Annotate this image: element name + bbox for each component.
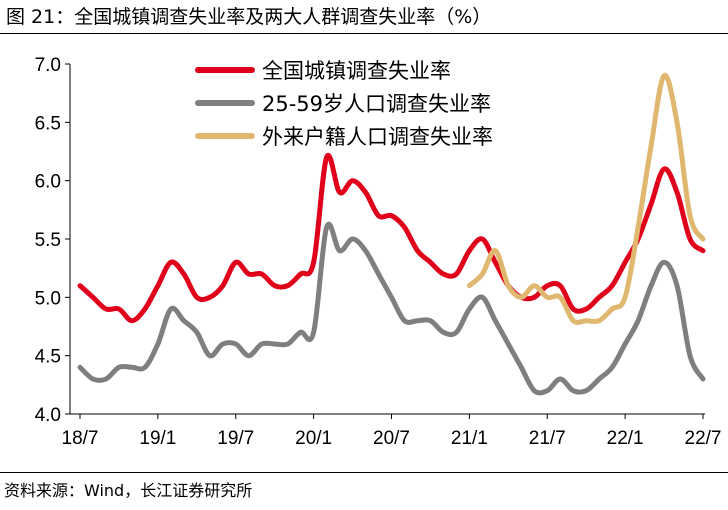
x-tick-label: 21/1: [451, 428, 488, 449]
series-line-age-25-59: [77, 221, 706, 396]
source-note: 资料来源：Wind，长江证券研究所: [4, 481, 253, 500]
legend-item-migrant-label: 外来户籍人口调查失业率: [262, 125, 493, 149]
x-tick-label: 20/7: [373, 428, 410, 449]
y-tick-label: 7.0: [35, 55, 61, 76]
y-tick-label: 6.0: [35, 172, 61, 193]
series-line-migrant: [466, 73, 706, 325]
y-tick-label: 5.5: [35, 230, 61, 251]
title-rule: [0, 33, 728, 34]
x-tick-label: 20/1: [295, 428, 332, 449]
x-tick-label: 19/7: [217, 428, 254, 449]
legend-item-national-label: 全国城镇调查失业率: [262, 59, 451, 83]
x-tick-label: 18/7: [62, 428, 99, 449]
series-line-national: [77, 152, 706, 324]
x-tick-label: 21/7: [529, 428, 566, 449]
bottom-rule: [0, 472, 728, 473]
x-tick-label: 22/7: [685, 428, 722, 449]
chart-title: 图 21：全国城镇调查失业率及两大人群调查失业率（%）: [6, 6, 492, 28]
x-tick-label: 19/1: [139, 428, 176, 449]
y-tick-label: 4.5: [35, 347, 61, 368]
y-tick-label: 6.5: [35, 113, 61, 134]
x-tick-label: 22/1: [607, 428, 644, 449]
y-tick-label: 5.0: [35, 288, 61, 309]
legend-item-age-25-59-label: 25-59岁人口调查失业率: [262, 92, 491, 116]
line-chart: 4.0 4.5 5.0 5.5 6.0 6.5 7.0 18/7 19/1 19/7 20/1 20/…: [35, 55, 722, 449]
y-tick-label: 4.0: [35, 405, 61, 426]
